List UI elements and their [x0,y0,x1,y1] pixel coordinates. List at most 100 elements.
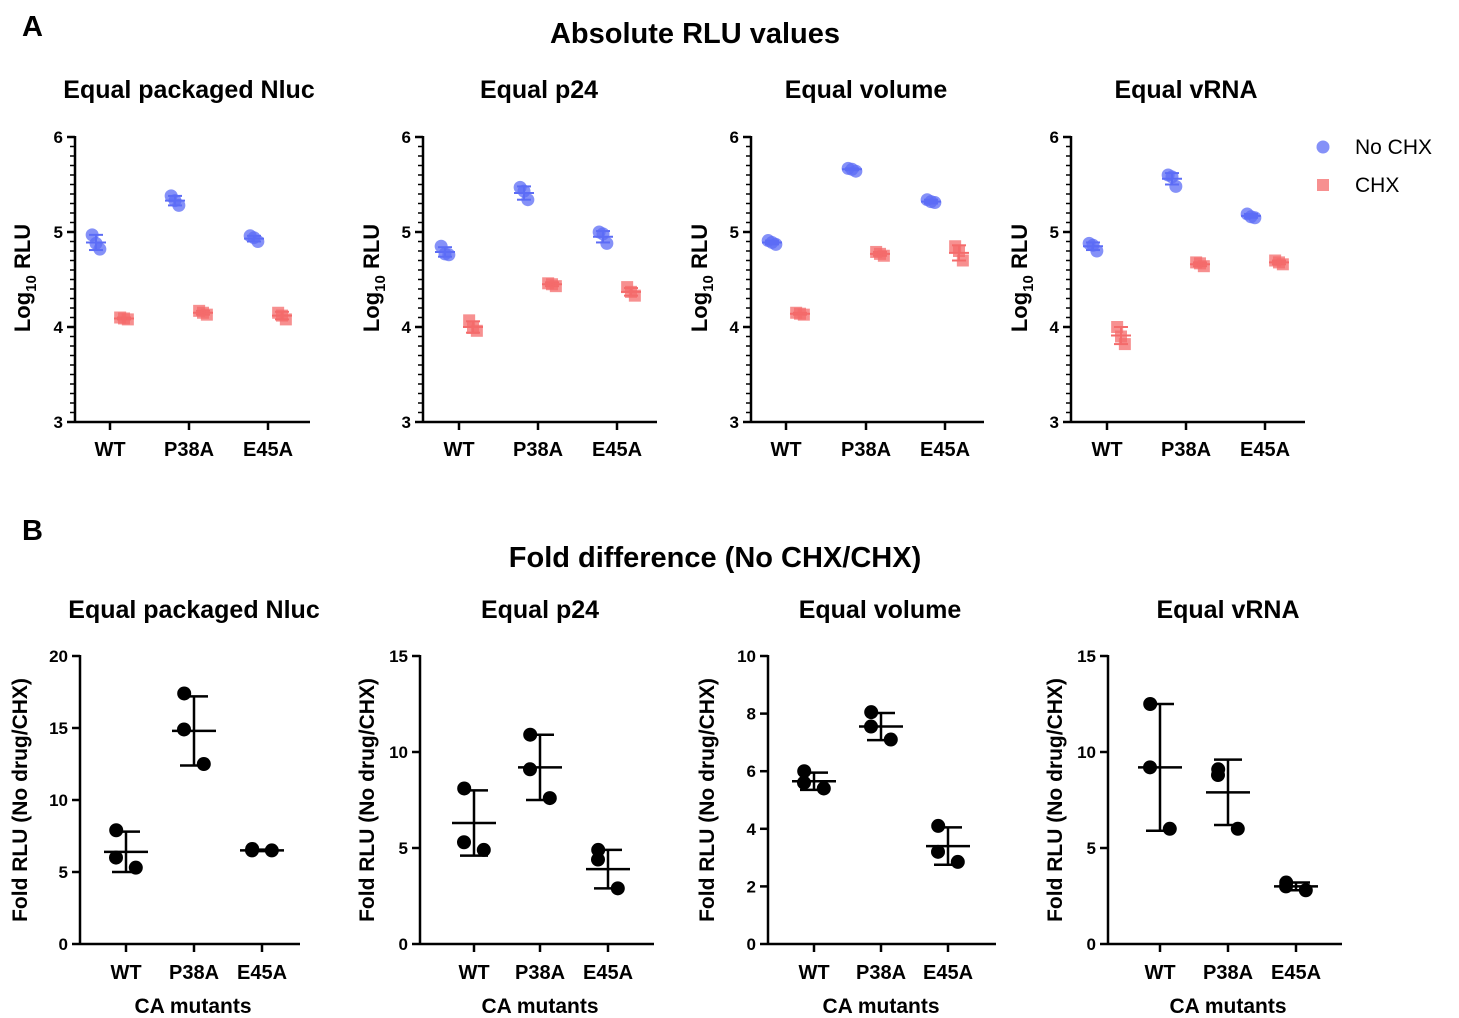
panel-b-letter: B [22,515,43,547]
x-tick-label: E45A [243,439,293,461]
y-tick-label: 5 [59,863,68,882]
y-tick-label: 5 [1050,223,1059,242]
y-tick-label: 5 [54,223,63,242]
y-tick-label: 0 [399,935,408,954]
y-tick-label: 5 [399,839,408,858]
y-tick-label: 3 [54,413,63,432]
data-point-chx [1111,321,1124,333]
legend-label-chx: CHX [1355,174,1399,197]
data-point [523,727,538,742]
chart-title: Equal volume [799,596,962,624]
data-point-chx [628,289,641,302]
y-tick-label: 10 [389,743,408,762]
data-point [109,850,123,865]
data-point-no-chx [849,164,863,178]
y-tick-label: 0 [59,935,68,954]
y-tick-label: 4 [730,318,740,337]
chart-title: Equal vRNA [1114,76,1257,104]
y-tick-label: 10 [49,791,68,810]
x-tick-label: P38A [515,962,565,984]
data-point [177,686,192,701]
data-point [177,722,191,737]
y-tick-label: 5 [1087,839,1096,858]
legend: No CHX CHX [1316,136,1432,197]
data-point [883,732,898,747]
panel-a-letter: A [22,11,43,43]
x-tick-label: WT [110,962,141,984]
y-axis-label: Log10 RLU [359,224,389,332]
y-tick-label: 4 [402,318,412,337]
y-tick-label: 3 [1050,413,1059,432]
data-point [864,719,878,734]
data-point-chx [956,254,969,267]
data-point-no-chx [442,248,456,262]
x-tick-label: E45A [237,962,287,984]
y-tick-label: 15 [1077,647,1096,666]
data-point [797,775,811,790]
x-tick-label: E45A [1271,962,1321,984]
x-axis-label: CA mutants [1169,995,1286,1018]
x-tick-label: E45A [920,439,970,461]
data-point-chx [877,249,890,262]
data-point [128,860,143,875]
x-tick-label: P38A [1203,962,1253,984]
x-tick-label: P38A [1161,439,1211,461]
data-point-no-chx [600,236,614,250]
data-point [1143,760,1157,775]
data-point-no-chx [1169,179,1183,193]
y-tick-label: 6 [1050,128,1059,147]
chart-title: Equal vRNA [1156,596,1299,624]
x-tick-label: P38A [513,439,563,461]
x-tick-label: WT [770,439,801,461]
data-point [1162,821,1177,836]
chart-title: Equal packaged Nluc [68,596,320,624]
legend-label-no-chx: No CHX [1355,136,1432,159]
data-point [476,842,491,857]
data-point-no-chx [251,235,265,248]
x-tick-label: E45A [583,962,633,984]
y-tick-label: 0 [1087,935,1096,954]
x-tick-label: E45A [1240,439,1290,461]
data-point [457,781,472,796]
y-tick-label: 6 [747,762,756,781]
y-tick-label: 15 [49,719,68,738]
data-point [1143,697,1158,711]
data-point [1230,821,1245,836]
data-point [1211,768,1225,783]
chart-title: Equal p24 [481,596,599,624]
data-point-chx [1276,258,1289,271]
data-point [542,791,557,806]
y-tick-label: 8 [747,705,756,724]
data-point-chx [200,308,213,321]
x-tick-label: P38A [164,439,214,461]
y-tick-label: 10 [737,647,756,666]
y-axis-label: Fold RLU (No drug/CHX) [9,678,32,922]
data-point-chx [953,245,965,257]
data-point [245,843,259,858]
data-point [109,823,124,838]
x-tick-label: E45A [592,439,642,461]
charts-layer: 3 4 5 6 WT P38A E45A 3 4 5 6 WT P38A E45A 3 4 5 6 WT P38A E4… [49,128,1342,984]
x-tick-label: E45A [923,962,973,984]
x-tick-label: WT [1144,962,1175,984]
data-point [816,781,831,796]
x-tick-label: WT [94,439,125,461]
data-point-chx [470,324,483,337]
data-point-chx [797,308,810,321]
data-point [1298,883,1313,898]
y-tick-label: 6 [54,128,63,147]
y-tick-label: 3 [730,413,739,432]
x-tick-label: P38A [841,439,891,461]
data-point-no-chx [1248,211,1262,225]
data-point-no-chx [172,198,186,212]
y-axis-label: Log10 RLU [1007,224,1037,332]
x-tick-label: P38A [169,962,219,984]
panel-a-heading: Absolute RLU values [550,18,840,50]
y-axis-label: Log10 RLU [10,224,40,332]
data-point [931,818,946,833]
data-point [264,843,279,858]
chart-title: Equal volume [785,76,948,104]
data-point [196,757,211,771]
y-tick-label: 4 [1050,318,1060,337]
